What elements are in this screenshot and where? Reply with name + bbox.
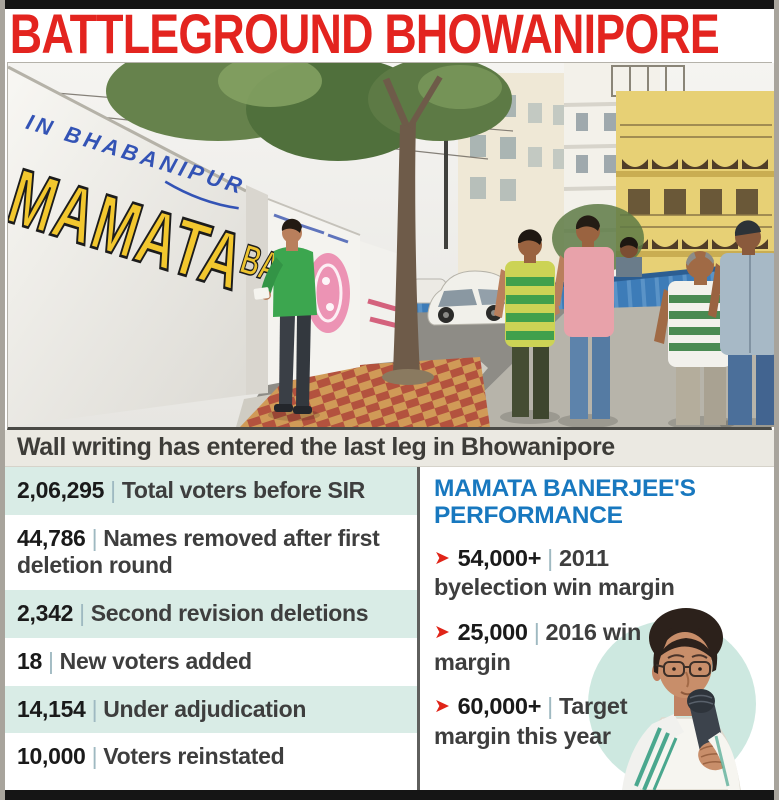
pipe-separator: | (79, 599, 85, 626)
performance-label: 2016 win margin (434, 619, 642, 675)
portrait-figure (622, 608, 741, 790)
performance-panel: MAMATA BANERJEE'S PERFORMANCE ➤ 54,000+ | 2… (417, 467, 774, 790)
headline-text: BATTLEGROUND BHOWANIPORE (9, 9, 720, 62)
pipe-separator: | (91, 524, 98, 551)
stat-label: Under adjudication (103, 695, 307, 722)
stat-row: 44,786 | Names removed after first deletio… (5, 515, 417, 590)
pipe-separator: | (91, 743, 98, 770)
arrow-bullet-icon: ➤ (434, 622, 450, 644)
performance-items: ➤ 54,000+ | 2011 byelection win margin ➤ 25,… (434, 544, 774, 752)
street-photo: IN BHABANIPUR MAMATA BANE (7, 62, 774, 430)
stat-row: 2,06,295 | Total voters before SIR (5, 467, 417, 515)
performance-label: 2011 byelection win margin (434, 544, 675, 601)
performance-item: ➤ 60,000+ | Target margin this year (434, 692, 692, 751)
top-border-bar (5, 0, 774, 9)
column-divider (417, 467, 420, 790)
stat-value: 2,06,295 (17, 477, 105, 503)
mamata-portrait-art (588, 608, 756, 790)
mamata-portrait (588, 586, 774, 790)
pipe-separator: | (110, 477, 116, 503)
headline: BATTLEGROUND BHOWANIPORE (5, 9, 774, 62)
stat-value: 10,000 (17, 743, 86, 770)
arrow-bullet-icon: ➤ (434, 696, 450, 718)
stat-label: Names removed after first deletion round (17, 524, 380, 578)
pipe-separator: | (47, 647, 54, 674)
photo-caption: Wall writing has entered the last leg in… (5, 430, 774, 467)
stat-label: Total voters before SIR (121, 477, 365, 503)
street-photo-art: IN BHABANIPUR MAMATA BANE (8, 63, 774, 427)
pipe-separator: | (91, 695, 98, 722)
wall-mural: IN BHABANIPUR MAMATA BANE (8, 65, 402, 427)
stat-label: New voters added (59, 647, 252, 674)
performance-label: Target margin this year (434, 693, 628, 749)
pipe-separator: | (547, 544, 553, 571)
bottom-border-bar (5, 790, 774, 800)
performance-item: ➤ 25,000 | 2016 win margin (434, 618, 692, 677)
stats-section: 2,06,295 | Total voters before SIR 44,786 |… (5, 467, 774, 790)
stat-row: 18 | New voters added (5, 638, 417, 686)
pipe-separator: | (547, 693, 553, 720)
bystanders (494, 215, 774, 427)
performance-value: 60,000+ (457, 693, 542, 720)
arrow-bullet-icon: ➤ (434, 547, 450, 569)
performance-heading: MAMATA BANERJEE'S PERFORMANCE (434, 475, 696, 530)
performance-item: ➤ 54,000+ | 2011 byelection win margin (434, 544, 692, 603)
trees (106, 63, 644, 272)
stat-value: 14,154 (17, 695, 86, 722)
stat-row: 14,154 | Under adjudication (5, 685, 417, 734)
pink-circle-graphic (306, 253, 350, 333)
stat-row: 10,000 | Voters reinstated (5, 733, 417, 781)
stat-value: 2,342 (17, 599, 74, 626)
tree-trunk (382, 75, 443, 385)
stat-label: Voters reinstated (103, 743, 285, 770)
performance-value: 54,000+ (457, 544, 542, 571)
voter-stats-column: 2,06,295 | Total voters before SIR 44,786 |… (5, 467, 417, 790)
stat-value: 18 (17, 647, 42, 674)
performance-value: 25,000 (457, 619, 528, 646)
stat-row: 2,342 | Second revision deletions (5, 589, 417, 638)
stat-value: 44,786 (17, 524, 86, 551)
pipe-separator: | (533, 619, 540, 646)
wall-painter (253, 218, 320, 421)
stat-label: Second revision deletions (90, 599, 369, 626)
